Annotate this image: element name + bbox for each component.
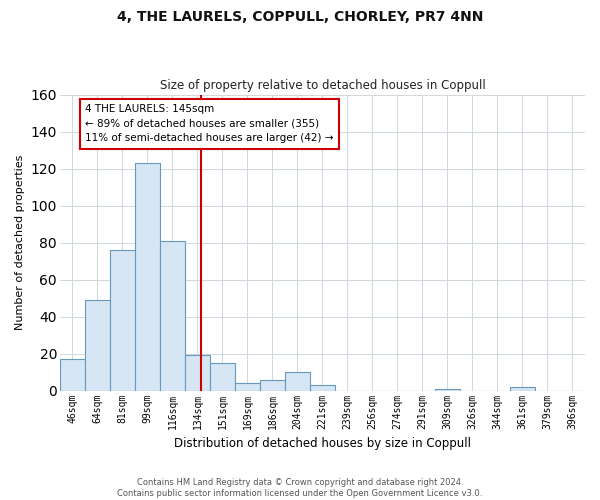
- Bar: [285, 372, 310, 390]
- Y-axis label: Number of detached properties: Number of detached properties: [15, 155, 25, 330]
- Bar: [310, 385, 335, 390]
- X-axis label: Distribution of detached houses by size in Coppull: Distribution of detached houses by size …: [174, 437, 471, 450]
- Bar: [110, 250, 135, 390]
- Text: Contains HM Land Registry data © Crown copyright and database right 2024.
Contai: Contains HM Land Registry data © Crown c…: [118, 478, 482, 498]
- Bar: [260, 380, 285, 390]
- Bar: [235, 383, 260, 390]
- Bar: [210, 363, 235, 390]
- Bar: [510, 387, 535, 390]
- Bar: [435, 389, 460, 390]
- Bar: [185, 356, 210, 390]
- Bar: [85, 300, 110, 390]
- Text: 4, THE LAURELS, COPPULL, CHORLEY, PR7 4NN: 4, THE LAURELS, COPPULL, CHORLEY, PR7 4N…: [117, 10, 483, 24]
- Title: Size of property relative to detached houses in Coppull: Size of property relative to detached ho…: [160, 79, 485, 92]
- Text: 4 THE LAURELS: 145sqm
← 89% of detached houses are smaller (355)
11% of semi-det: 4 THE LAURELS: 145sqm ← 89% of detached …: [85, 104, 334, 144]
- Bar: [160, 240, 185, 390]
- Bar: [135, 163, 160, 390]
- Bar: [60, 359, 85, 390]
